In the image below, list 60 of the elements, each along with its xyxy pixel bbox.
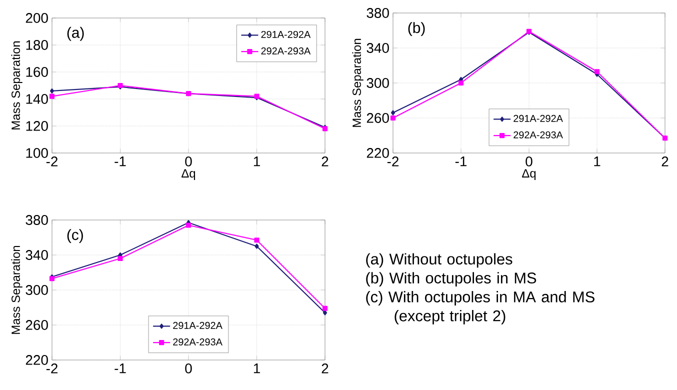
x-tick-label: -1 [114,156,126,166]
point [50,88,54,94]
legend-label: 291A-292A [173,322,222,329]
y-tick-label: 340 [26,250,48,260]
point [254,238,260,243]
legend-label: 292A-293A [173,338,222,346]
y-tick-label: 220 [366,148,389,158]
point [458,80,464,86]
y-tick-label: 260 [366,113,389,123]
y-tick-label: 380 [366,8,389,18]
point [254,244,259,249]
x-tick-label: -1 [114,364,126,374]
point [390,115,396,121]
y-axis-title: Mass Separation [11,41,22,130]
y-tick-label: 300 [26,285,48,295]
y-tick-label: 220 [26,355,48,365]
point [186,222,192,228]
legend-label: 292A-293A [261,47,311,54]
text: (b) With octupoles in MS [366,272,536,287]
y-tick-label: 180 [26,40,48,50]
y-tick-label: 140 [26,94,48,104]
x-tick-label: 2 [322,156,328,166]
annotation: (a) [67,26,84,41]
x-tick-label: 2 [662,156,668,166]
x-tick-label: -2 [46,156,58,166]
text: (a) Without octupoles [366,253,512,268]
point [322,306,328,311]
point [594,69,600,74]
point [322,310,328,316]
y-axis-title: Mass Separation [11,246,22,334]
y-tick-label: 260 [26,320,48,330]
x-tick-label: 1 [254,364,260,374]
x-tick-label: 2 [322,364,328,374]
annotation: (b) [408,22,425,36]
x-tick-label: -2 [387,156,399,166]
x-axis-title: Δq [522,169,536,180]
x-tick-label: 0 [526,156,532,166]
point [49,94,55,99]
legend-label: 292A-293A [514,131,563,138]
x-tick-label: 0 [185,156,192,166]
y-tick-label: 120 [26,121,48,131]
y-tick-label: 100 [26,148,48,158]
y-tick-label: 160 [26,67,48,77]
x-tick-label: 1 [594,156,600,166]
y-tick-label: 380 [26,215,48,225]
y-axis-title: Mass Separation [352,38,364,127]
x-axis-title: Δq [182,169,196,180]
legend-label: 291A-292A [261,30,311,38]
x-tick-label: 1 [254,156,260,166]
x-tick-label: -1 [455,156,467,166]
text: (c) With octupoles in MA and MS (except triplet 2) [366,291,594,324]
y-tick-label: 200 [26,13,48,23]
y-tick-label: 340 [366,43,389,53]
x-tick-label: 0 [185,364,192,374]
point [390,110,396,116]
legend-label: 291A-292A [514,114,563,122]
point [118,256,123,262]
y-tick-label: 300 [366,78,389,88]
annotation: (c) [67,229,83,244]
x-tick-label: -2 [46,364,58,374]
